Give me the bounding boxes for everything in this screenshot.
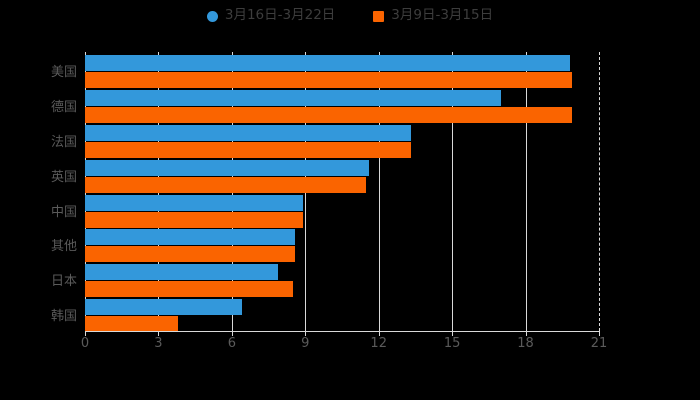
x-axis-line (85, 331, 600, 332)
bar-中国-series-0[interactable] (85, 194, 303, 211)
legend-item-series-1[interactable]: 3月9日-3月15日 (373, 9, 493, 23)
x-tick-label-21: 21 (590, 336, 608, 351)
x-tick-label-12: 12 (370, 336, 387, 351)
legend-label-series-0: 3月16日-3月22日 (224, 7, 336, 24)
x-tick-mark-6 (231, 331, 233, 336)
y-axis-label-法国: 法国 (50, 134, 77, 150)
x-tick-label-15: 15 (443, 336, 461, 351)
bar-法国-series-1[interactable] (85, 141, 411, 158)
gridline-18 (525, 52, 527, 331)
y-axis-category-labels: 美国德国法国英国中国其他日本韩国 (0, 52, 77, 331)
x-tick-mark-0 (85, 331, 86, 336)
x-tick-mark-15 (452, 331, 454, 336)
bar-英国-series-1[interactable] (85, 176, 367, 193)
bar-其他-series-0[interactable] (85, 229, 296, 246)
x-tick-label-0: 0 (80, 336, 90, 351)
y-axis-label-美国: 美国 (50, 65, 77, 80)
bar-其他-series-1[interactable] (85, 246, 296, 263)
x-tick-mark-9 (305, 331, 307, 336)
gridline-15 (452, 52, 454, 331)
legend-marker-square-icon (373, 10, 385, 22)
x-tick-label-9: 9 (301, 336, 310, 351)
bar-韩国-series-0[interactable] (85, 299, 242, 316)
chart-legend: 3月16日-3月22日 3月9日-3月15日 (0, 0, 700, 32)
x-tick-label-3: 3 (154, 336, 163, 351)
y-axis-label-其他: 其他 (50, 239, 77, 255)
plot-area (85, 52, 600, 333)
y-axis-label-德国: 德国 (50, 99, 77, 115)
legend-marker-circle-icon (206, 10, 218, 22)
y-axis-label-日本: 日本 (50, 274, 77, 290)
bar-日本-series-1[interactable] (85, 281, 294, 298)
gridline-21 (599, 52, 600, 331)
y-axis-label-韩国: 韩国 (50, 309, 77, 325)
x-tick-mark-18 (525, 331, 527, 336)
bar-德国-series-0[interactable] (85, 89, 502, 106)
x-tick-mark-21 (599, 331, 600, 336)
bar-中国-series-1[interactable] (85, 211, 303, 228)
bar-美国-series-1[interactable] (85, 72, 573, 88)
bar-法国-series-0[interactable] (85, 124, 411, 141)
x-tick-label-6: 6 (227, 336, 236, 351)
y-axis-label-英国: 英国 (50, 169, 77, 185)
x-tick-mark-3 (158, 331, 160, 336)
x-tick-mark-12 (378, 331, 380, 336)
bar-英国-series-0[interactable] (85, 159, 369, 176)
bar-日本-series-0[interactable] (85, 264, 279, 281)
legend-label-series-1: 3月9日-3月15日 (391, 7, 494, 24)
bar-韩国-series-1[interactable] (85, 316, 178, 333)
gridline-12 (378, 52, 380, 331)
bar-德国-series-1[interactable] (85, 106, 573, 123)
bar-美国-series-0[interactable] (85, 55, 570, 71)
x-tick-label-18: 18 (517, 336, 534, 351)
y-axis-label-中国: 中国 (50, 204, 77, 220)
legend-item-series-0[interactable]: 3月16日-3月22日 (206, 7, 336, 24)
